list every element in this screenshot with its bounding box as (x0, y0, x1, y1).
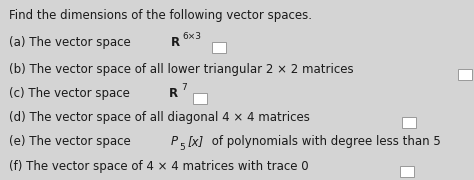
Text: P: P (171, 135, 178, 148)
Text: (c) The vector space: (c) The vector space (9, 87, 133, 100)
Text: Find the dimensions of the following vector spaces.: Find the dimensions of the following vec… (9, 9, 311, 22)
Text: (d) The vector space of all diagonal 4 × 4 matrices: (d) The vector space of all diagonal 4 ×… (9, 111, 310, 125)
Bar (193, 93, 207, 104)
Text: R: R (171, 36, 180, 49)
Bar (211, 42, 226, 53)
Text: R: R (169, 87, 179, 100)
Text: (e) The vector space: (e) The vector space (9, 135, 134, 148)
Bar (458, 69, 472, 80)
Text: (f) The vector space of 4 × 4 matrices with trace 0: (f) The vector space of 4 × 4 matrices w… (9, 160, 308, 173)
Bar (400, 166, 414, 177)
Text: of polynomials with degree less than 5: of polynomials with degree less than 5 (208, 135, 441, 148)
Text: 6×3: 6×3 (182, 32, 201, 41)
Text: [x]: [x] (187, 135, 203, 148)
Bar (401, 117, 416, 128)
Text: 5: 5 (180, 143, 185, 152)
Text: 7: 7 (181, 83, 187, 92)
Text: (a) The vector space: (a) The vector space (9, 36, 134, 49)
Text: (b) The vector space of all lower triangular 2 × 2 matrices: (b) The vector space of all lower triang… (9, 63, 353, 76)
